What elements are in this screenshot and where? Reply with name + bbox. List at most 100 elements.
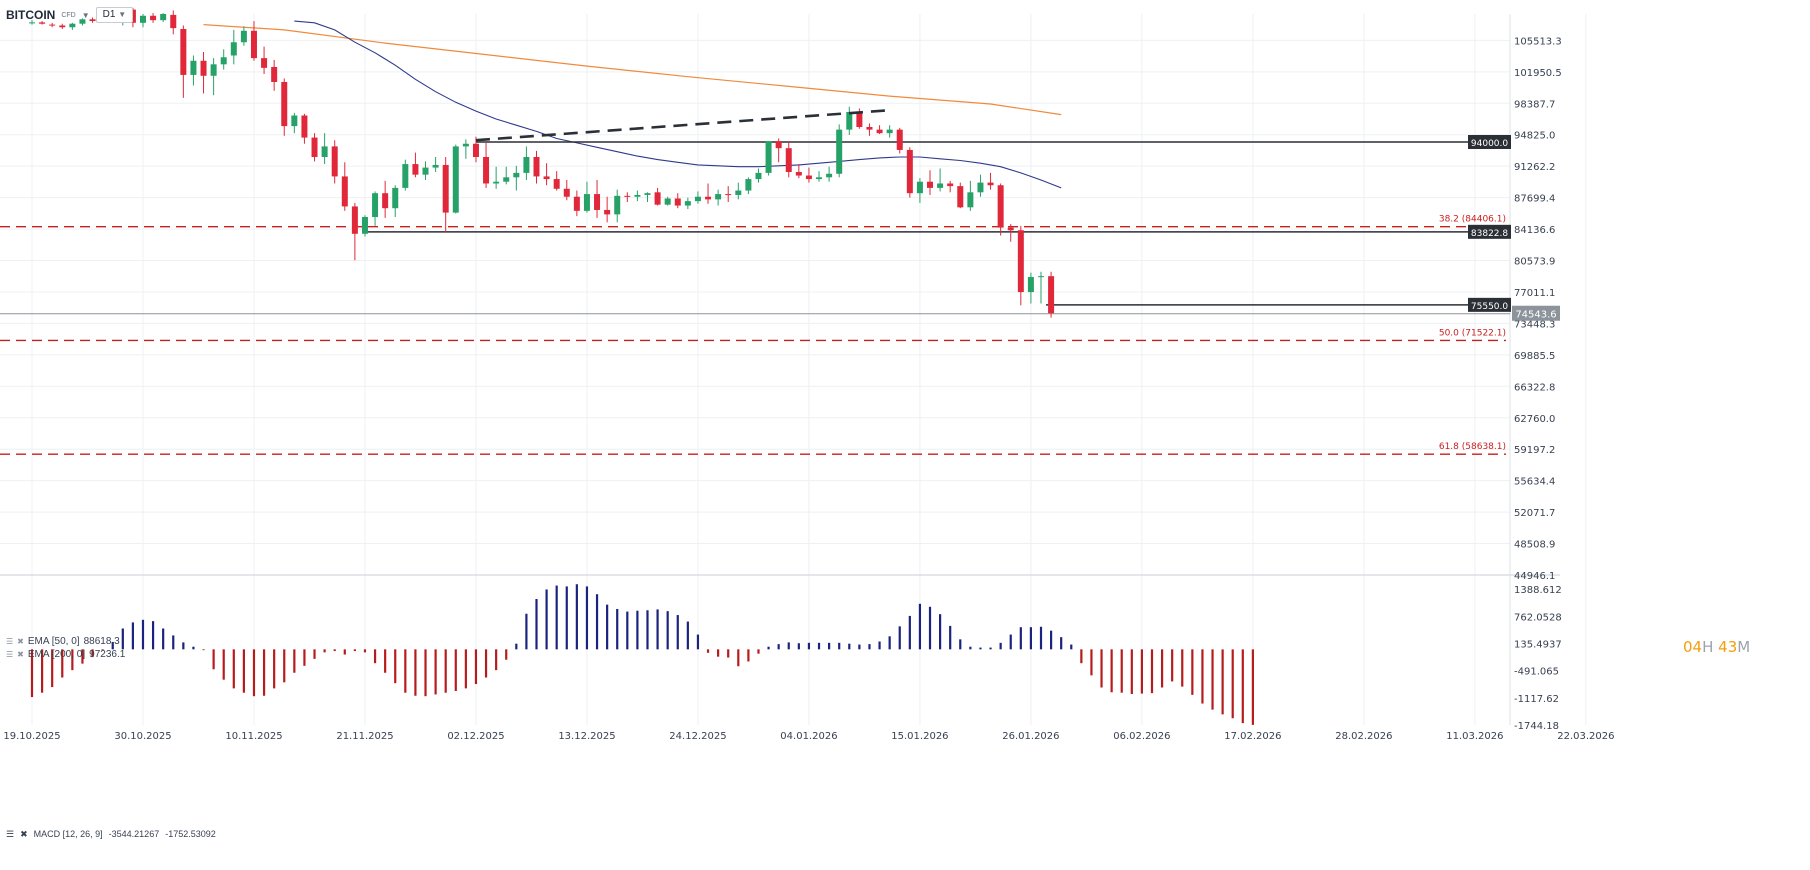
- candle-up[interactable]: [210, 64, 217, 76]
- candle-up[interactable]: [937, 183, 944, 188]
- candle-down[interactable]: [563, 188, 570, 197]
- candle-down[interactable]: [896, 129, 903, 150]
- candle-up[interactable]: [1038, 276, 1044, 278]
- candle-up[interactable]: [523, 156, 530, 173]
- candle-up[interactable]: [321, 146, 328, 157]
- candle-down[interactable]: [89, 19, 96, 22]
- candle-down[interactable]: [987, 182, 994, 186]
- candle-down[interactable]: [180, 29, 187, 75]
- candle-up[interactable]: [240, 30, 247, 43]
- legend-ema50[interactable]: ☰ ✖ EMA [50, 0] 88618.3: [6, 636, 120, 647]
- candle-down[interactable]: [906, 149, 913, 194]
- candle-up[interactable]: [846, 111, 853, 130]
- candle-up[interactable]: [79, 19, 86, 24]
- candle-up[interactable]: [291, 115, 298, 127]
- candle-up[interactable]: [684, 201, 691, 206]
- candle-down[interactable]: [805, 175, 812, 180]
- ema200-line[interactable]: [203, 24, 1062, 116]
- candle-down[interactable]: [654, 192, 661, 205]
- candle-up[interactable]: [886, 129, 893, 134]
- level-price-tag[interactable]: [1468, 134, 1511, 149]
- candle-up[interactable]: [644, 193, 651, 195]
- candle-up[interactable]: [220, 57, 227, 65]
- candle-down[interactable]: [624, 195, 631, 197]
- candle-down[interactable]: [573, 196, 580, 211]
- candle-down[interactable]: [382, 193, 389, 209]
- candle-down[interactable]: [271, 66, 278, 82]
- candle-up[interactable]: [422, 167, 429, 175]
- candle-down[interactable]: [150, 15, 157, 21]
- candle-down[interactable]: [442, 164, 449, 213]
- candle-down[interactable]: [674, 198, 681, 206]
- candle-up[interactable]: [69, 23, 76, 28]
- candle-down[interactable]: [59, 25, 66, 28]
- candle-up[interactable]: [715, 194, 722, 200]
- settings-icon[interactable]: ☰: [6, 829, 15, 839]
- candle-up[interactable]: [503, 177, 510, 182]
- candle-up[interactable]: [29, 22, 35, 24]
- candle-down[interactable]: [775, 141, 782, 149]
- candle-up[interactable]: [967, 192, 974, 208]
- candle-down[interactable]: [594, 194, 601, 210]
- candle-up[interactable]: [755, 172, 762, 180]
- candle-down[interactable]: [170, 14, 177, 29]
- candle-down[interactable]: [311, 137, 318, 157]
- candle-up[interactable]: [230, 42, 237, 56]
- candle-up[interactable]: [160, 14, 167, 21]
- remove-icon[interactable]: ✖: [20, 829, 28, 839]
- level-price-tag[interactable]: [1468, 297, 1511, 312]
- remove-icon[interactable]: ✖: [17, 637, 24, 646]
- candle-up[interactable]: [361, 217, 368, 234]
- candle-up[interactable]: [392, 187, 399, 209]
- settings-icon[interactable]: ☰: [6, 637, 14, 646]
- candle-up[interactable]: [745, 179, 752, 191]
- candle-down[interactable]: [533, 156, 540, 177]
- candle-down[interactable]: [705, 196, 712, 200]
- candle-up[interactable]: [462, 143, 469, 147]
- candle-down[interactable]: [856, 111, 863, 127]
- candle-down[interactable]: [795, 172, 802, 176]
- candle-down[interactable]: [876, 129, 883, 134]
- symbol-label[interactable]: BITCOIN: [6, 8, 56, 22]
- candle-up[interactable]: [583, 194, 590, 211]
- candle-up[interactable]: [493, 181, 500, 184]
- candle-up[interactable]: [664, 198, 671, 205]
- candle-down[interactable]: [553, 179, 560, 189]
- candle-down[interactable]: [351, 206, 358, 234]
- candle-up[interactable]: [634, 194, 641, 197]
- candle-down[interactable]: [1007, 227, 1014, 231]
- candle-down[interactable]: [49, 24, 56, 26]
- candle-down[interactable]: [997, 185, 1004, 228]
- candle-up[interactable]: [816, 177, 823, 180]
- remove-icon[interactable]: ✖: [17, 650, 24, 659]
- candle-down[interactable]: [725, 194, 732, 196]
- settings-icon[interactable]: ☰: [6, 650, 14, 659]
- candle-down[interactable]: [866, 126, 873, 130]
- candle-up[interactable]: [372, 193, 379, 218]
- candle-up[interactable]: [1027, 277, 1034, 293]
- candle-down[interactable]: [281, 81, 288, 127]
- candle-up[interactable]: [614, 195, 621, 215]
- candle-down[interactable]: [957, 186, 964, 208]
- candle-down[interactable]: [301, 115, 308, 138]
- candle-down[interactable]: [543, 176, 550, 180]
- candle-up[interactable]: [916, 181, 923, 194]
- candle-up[interactable]: [190, 60, 197, 75]
- candle-up[interactable]: [765, 141, 772, 173]
- ema50-line[interactable]: [294, 20, 1062, 189]
- candle-down[interactable]: [472, 143, 479, 157]
- candle-up[interactable]: [432, 164, 439, 168]
- candle-down[interactable]: [341, 176, 348, 207]
- candle-up[interactable]: [694, 196, 701, 202]
- candle-down[interactable]: [785, 148, 792, 173]
- candle-down[interactable]: [331, 146, 338, 177]
- candle-down[interactable]: [261, 58, 268, 68]
- candle-down[interactable]: [250, 30, 257, 59]
- candle-up[interactable]: [836, 129, 843, 174]
- candle-up[interactable]: [452, 146, 459, 213]
- candle-down[interactable]: [1017, 230, 1024, 293]
- candle-up[interactable]: [513, 172, 520, 178]
- candle-up[interactable]: [139, 15, 146, 23]
